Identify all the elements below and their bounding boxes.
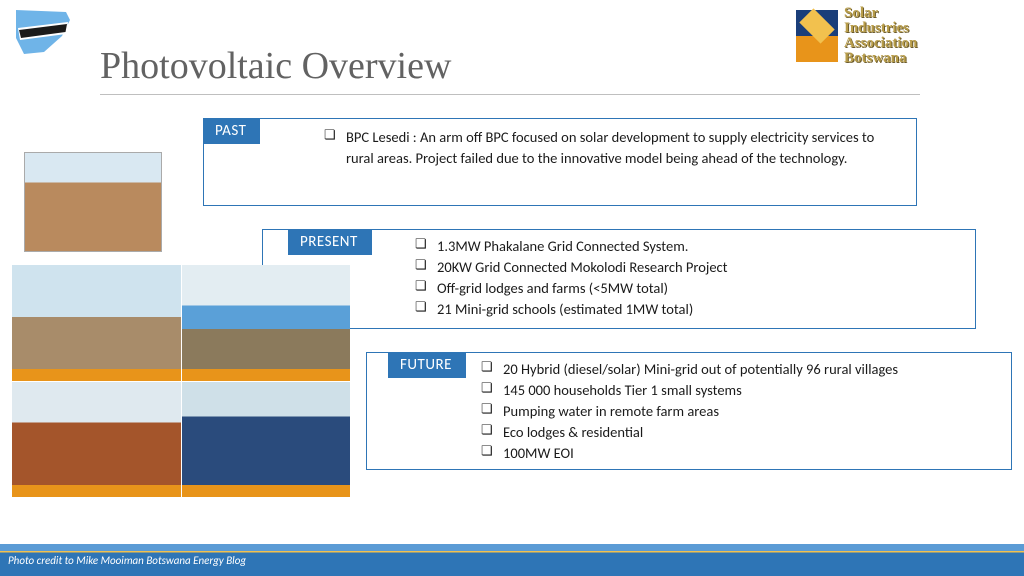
- photo-credit: Photo credit to Mike Mooiman Botswana En…: [8, 554, 246, 567]
- photo-past: [24, 152, 162, 252]
- future-item: Pumping water in remote farm areas: [481, 401, 1001, 422]
- past-box: BPC Lesedi : An arm off BPC focused on s…: [203, 118, 917, 206]
- photo-grid: [12, 265, 350, 497]
- future-bullets: 20 Hybrid (diesel/solar) Mini-grid out o…: [481, 359, 1001, 464]
- future-item: 100MW EOI: [481, 443, 1001, 464]
- present-item: 21 Mini-grid schools (estimated 1MW tota…: [415, 299, 963, 320]
- photo-cell-2: [182, 265, 351, 381]
- photo-caption-bar: [182, 369, 351, 381]
- logo-line1: Solar: [844, 6, 917, 21]
- future-label: FUTURE: [388, 352, 466, 378]
- photo-cell-3: [12, 382, 181, 498]
- title-underline: [100, 94, 920, 95]
- present-label: PRESENT: [288, 229, 372, 255]
- past-bullets: BPC Lesedi : An arm off BPC focused on s…: [324, 127, 904, 169]
- present-item: 1.3MW Phakalane Grid Connected System.: [415, 236, 963, 257]
- logo-badge-icon: [796, 10, 838, 62]
- photo-caption-bar: [12, 369, 181, 381]
- solar-industries-logo: Solar Industries Association Botswana: [796, 8, 952, 64]
- future-item: 20 Hybrid (diesel/solar) Mini-grid out o…: [481, 359, 1001, 380]
- future-item: 145 000 households Tier 1 small systems: [481, 380, 1001, 401]
- future-item: Eco lodges & residential: [481, 422, 1001, 443]
- slide-title: Photovoltaic Overview: [100, 44, 451, 88]
- past-item: BPC Lesedi : An arm off BPC focused on s…: [324, 127, 904, 169]
- botswana-flag-icon: [14, 8, 72, 56]
- present-item: 20KW Grid Connected Mokolodi Research Pr…: [415, 257, 963, 278]
- logo-text: Solar Industries Association Botswana: [844, 6, 917, 66]
- photo-caption-bar: [182, 485, 351, 497]
- logo-line4: Botswana: [844, 51, 917, 66]
- photo-cell-4: [182, 382, 351, 498]
- footer-bar: Photo credit to Mike Mooiman Botswana En…: [0, 544, 1024, 576]
- photo-caption-bar: [12, 485, 181, 497]
- present-item: Off-grid lodges and farms (<5MW total): [415, 278, 963, 299]
- past-label: PAST: [203, 118, 260, 144]
- logo-line3: Association: [844, 36, 917, 51]
- logo-line2: Industries: [844, 21, 917, 36]
- photo-cell-1: [12, 265, 181, 381]
- present-bullets: 1.3MW Phakalane Grid Connected System. 2…: [415, 236, 963, 320]
